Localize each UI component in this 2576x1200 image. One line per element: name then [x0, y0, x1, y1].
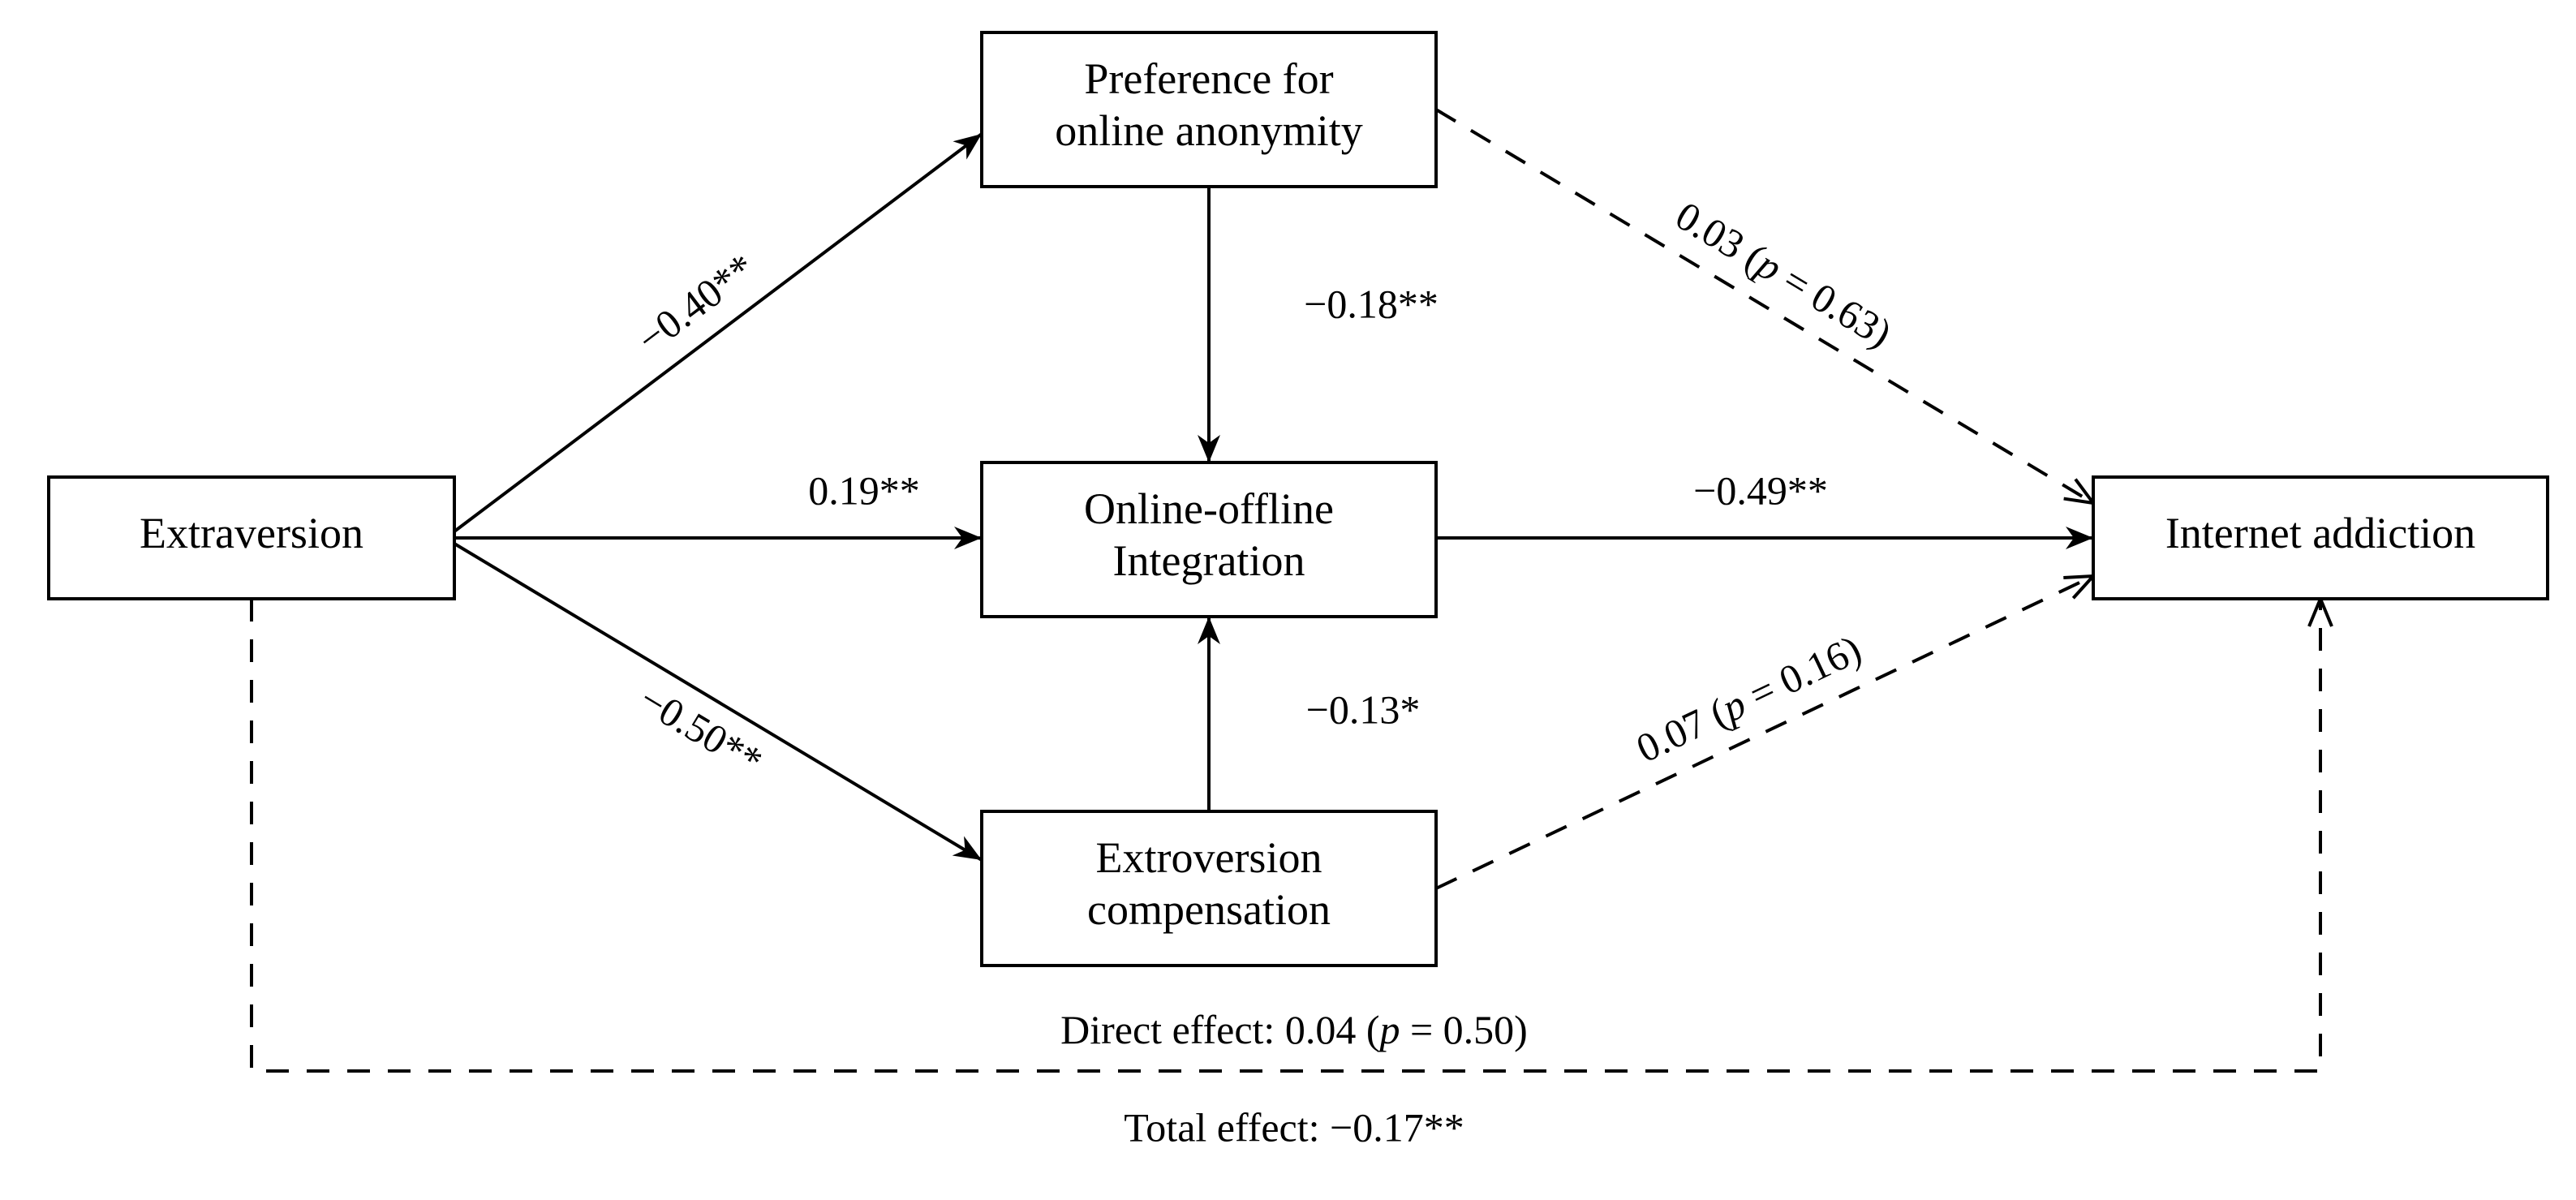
- edge-label-int-to-add: −0.49**: [1693, 467, 1828, 513]
- note-total-effect: Total effect: −0.17**: [1124, 1104, 1464, 1150]
- node-label-addiction: Internet addiction: [2165, 509, 2475, 557]
- path-diagram: ExtraversionPreference foronline anonymi…: [0, 0, 2576, 1200]
- edge-ext-to-comp: [454, 544, 982, 860]
- edge-anon-to-add: [1436, 110, 2093, 503]
- edge-label-anon-to-int: −0.18**: [1304, 281, 1439, 326]
- edge-label-anon-to-add: 0.03 (p = 0.63): [1668, 193, 1899, 357]
- edge-label-ext-to-int: 0.19**: [808, 467, 920, 513]
- edge-label-ext-to-anon: −0.40**: [629, 244, 763, 361]
- edge-comp-to-add: [1436, 576, 2093, 888]
- note-direct-effect: Direct effect: 0.04 (p = 0.50): [1060, 1007, 1528, 1052]
- edge-label-comp-to-add: 0.07 (p = 0.16): [1629, 626, 1868, 772]
- edge-label-comp-to-int: −0.13*: [1306, 686, 1421, 732]
- node-label-extraversion: Extraversion: [140, 509, 363, 557]
